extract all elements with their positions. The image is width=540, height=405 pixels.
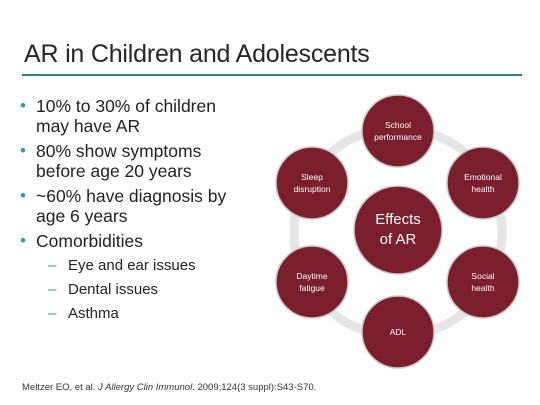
node-sleep-disruption: Sleep disruption	[275, 146, 349, 220]
node-circle	[361, 295, 435, 369]
node-circle	[446, 245, 520, 319]
node-label-line: Sleep	[301, 172, 323, 182]
bullet-list: • 10% to 30% of children may have AR • 8…	[20, 96, 270, 328]
sub-bullet-glyph: –	[48, 281, 57, 298]
node-label-line: School	[385, 120, 411, 130]
node-label-line: performance	[374, 132, 422, 142]
node-label-line: disruption	[294, 184, 331, 194]
node-label-line: Emotional	[464, 172, 502, 182]
node-daytime-fatigue: Daytime fatigue	[275, 245, 349, 319]
node-school-performance: School performance	[361, 94, 435, 168]
node-circle	[275, 245, 349, 319]
sub-bullet-text: Dental issues	[68, 281, 159, 298]
bullet-line: 10% to 30% of children	[36, 96, 216, 116]
node-circle	[361, 94, 435, 168]
bullet-glyph: •	[20, 96, 26, 115]
sub-bullet-item: – Dental issues	[20, 280, 270, 299]
center-label-line: of AR	[380, 231, 417, 248]
slide-title: AR in Children and Adolescents	[24, 40, 370, 68]
sub-bullet-item: – Eye and ear issues	[20, 256, 270, 275]
bullet-item: • Comorbidities	[20, 231, 270, 251]
sub-bullet-glyph: –	[48, 257, 57, 274]
bullet-glyph: •	[20, 141, 26, 160]
bullet-glyph: •	[20, 186, 26, 205]
bullet-item: • 80% show symptoms before age 20 years	[20, 141, 270, 181]
node-label-line: Social	[471, 271, 494, 281]
bullet-line: may have AR	[36, 116, 141, 136]
sub-bullet-glyph: –	[48, 305, 57, 322]
bullet-line: 80% show symptoms	[36, 141, 202, 161]
node-label-line: health	[471, 184, 494, 194]
node-label-line: ADL	[390, 327, 407, 337]
center-label-line: Effects	[375, 211, 421, 228]
node-adl: ADL	[361, 295, 435, 369]
node-circle	[446, 146, 520, 220]
node-social-health: Social health	[446, 245, 520, 319]
title-divider	[22, 74, 522, 76]
node-emotional-health: Emotional health	[446, 146, 520, 220]
node-circle	[275, 146, 349, 220]
footnote-citation: Meltzer EO, et al. J Allergy Clin Immuno…	[22, 382, 316, 393]
bullet-line: Comorbidities	[36, 231, 143, 251]
citation-journal: J Allergy Clin Immunol	[98, 382, 193, 393]
bullet-line: age 6 years	[36, 206, 128, 226]
sub-bullet-text: Eye and ear issues	[68, 257, 196, 274]
node-label-line: Daytime	[296, 271, 327, 281]
node-label-line: fatigue	[299, 283, 325, 293]
bullet-glyph: •	[20, 231, 26, 250]
bullet-item: • ~60% have diagnosis by age 6 years	[20, 186, 270, 226]
sub-bullet-item: – Asthma	[20, 304, 270, 323]
node-label-line: health	[471, 283, 494, 293]
center-node: Effects of AR	[353, 185, 443, 275]
bullet-line: before age 20 years	[36, 161, 192, 181]
citation-details: . 2009;124(3 suppl):S43-S70.	[192, 382, 317, 393]
sub-bullet-text: Asthma	[68, 305, 119, 322]
bullet-line: ~60% have diagnosis by	[36, 186, 227, 206]
bullet-item: • 10% to 30% of children may have AR	[20, 96, 270, 136]
center-node-circle	[353, 185, 443, 275]
citation-authors: Meltzer EO, et al.	[22, 382, 99, 393]
